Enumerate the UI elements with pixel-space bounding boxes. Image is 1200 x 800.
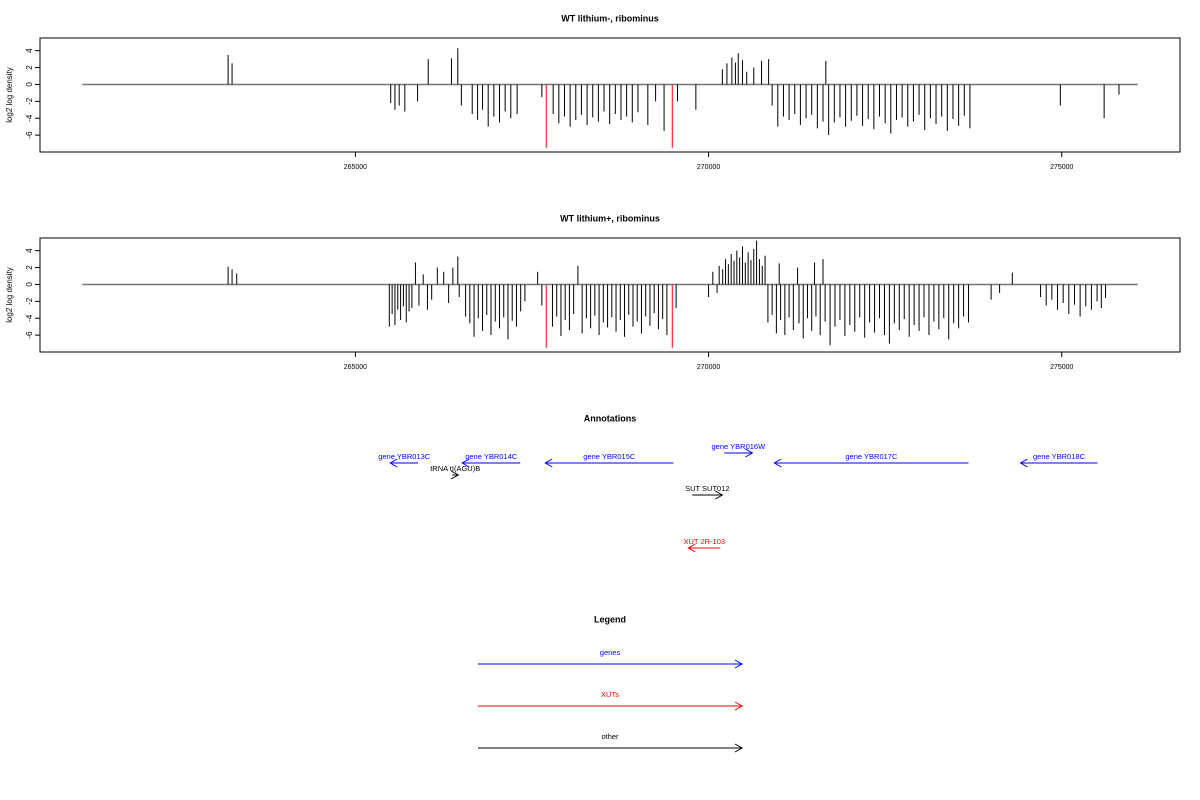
feature-arrow-head	[773, 458, 782, 468]
x-tick-label: 275000	[1050, 164, 1073, 171]
y-axis-label: log2 log density	[5, 267, 14, 323]
feature-label: tRNA tI(AGU)B	[430, 464, 480, 473]
y-tick-label: 0	[25, 82, 34, 87]
y-tick-label: 2	[25, 265, 34, 270]
x-tick-label: 270000	[697, 164, 720, 171]
feature-arrow-head	[715, 490, 724, 500]
legend-title: Legend	[594, 614, 626, 624]
feature-label: gene YBR016W	[712, 442, 767, 451]
y-tick-label: 4	[25, 248, 34, 253]
chart-title: WT lithium-, ribominus	[561, 13, 659, 23]
y-tick-label: -6	[25, 131, 34, 139]
feature-arrow-head	[389, 458, 398, 468]
chart-title: WT lithium+, ribominus	[560, 213, 660, 223]
y-tick-label: -2	[25, 97, 34, 105]
legend-label: other	[601, 732, 619, 741]
y-tick-label: -4	[25, 114, 34, 122]
x-tick-label: 265000	[344, 164, 367, 171]
y-tick-label: -6	[25, 331, 34, 339]
x-tick-label: 275000	[1050, 364, 1073, 371]
feature-label: XUT 2R-103	[684, 537, 726, 546]
feature-label: gene YBR013C	[378, 452, 431, 461]
legend-label: XUTs	[601, 690, 619, 699]
feature-arrow-head	[461, 458, 470, 468]
feature-label: gene YBR017C	[845, 452, 898, 461]
y-tick-label: 4	[25, 48, 34, 53]
feature-arrow-head	[450, 470, 460, 480]
y-tick-label: -4	[25, 314, 34, 322]
feature-label: gene YBR015C	[583, 452, 636, 461]
x-tick-label: 270000	[697, 364, 720, 371]
annotations-title: Annotations	[584, 413, 637, 423]
legend-arrow-head	[734, 701, 744, 711]
legend-arrow-head	[734, 743, 744, 753]
y-tick-label: 0	[25, 282, 34, 287]
legend-arrow-head	[734, 659, 744, 669]
x-tick-label: 265000	[344, 364, 367, 371]
plot-frame	[39, 37, 1181, 153]
feature-arrow-head	[745, 448, 754, 458]
plot-frame	[39, 237, 1181, 353]
y-axis-label: log2 log density	[5, 67, 14, 123]
feature-arrow-head	[687, 543, 696, 553]
feature-label: gene YBR018C	[1033, 452, 1086, 461]
y-tick-label: 2	[25, 65, 34, 70]
feature-label: SUT SUT012	[685, 484, 729, 493]
feature-arrow-head	[1019, 458, 1028, 468]
feature-arrow-head	[544, 458, 553, 468]
y-tick-label: -2	[25, 297, 34, 305]
legend-label: genes	[600, 648, 621, 657]
feature-label: gene YBR014C	[465, 452, 518, 461]
